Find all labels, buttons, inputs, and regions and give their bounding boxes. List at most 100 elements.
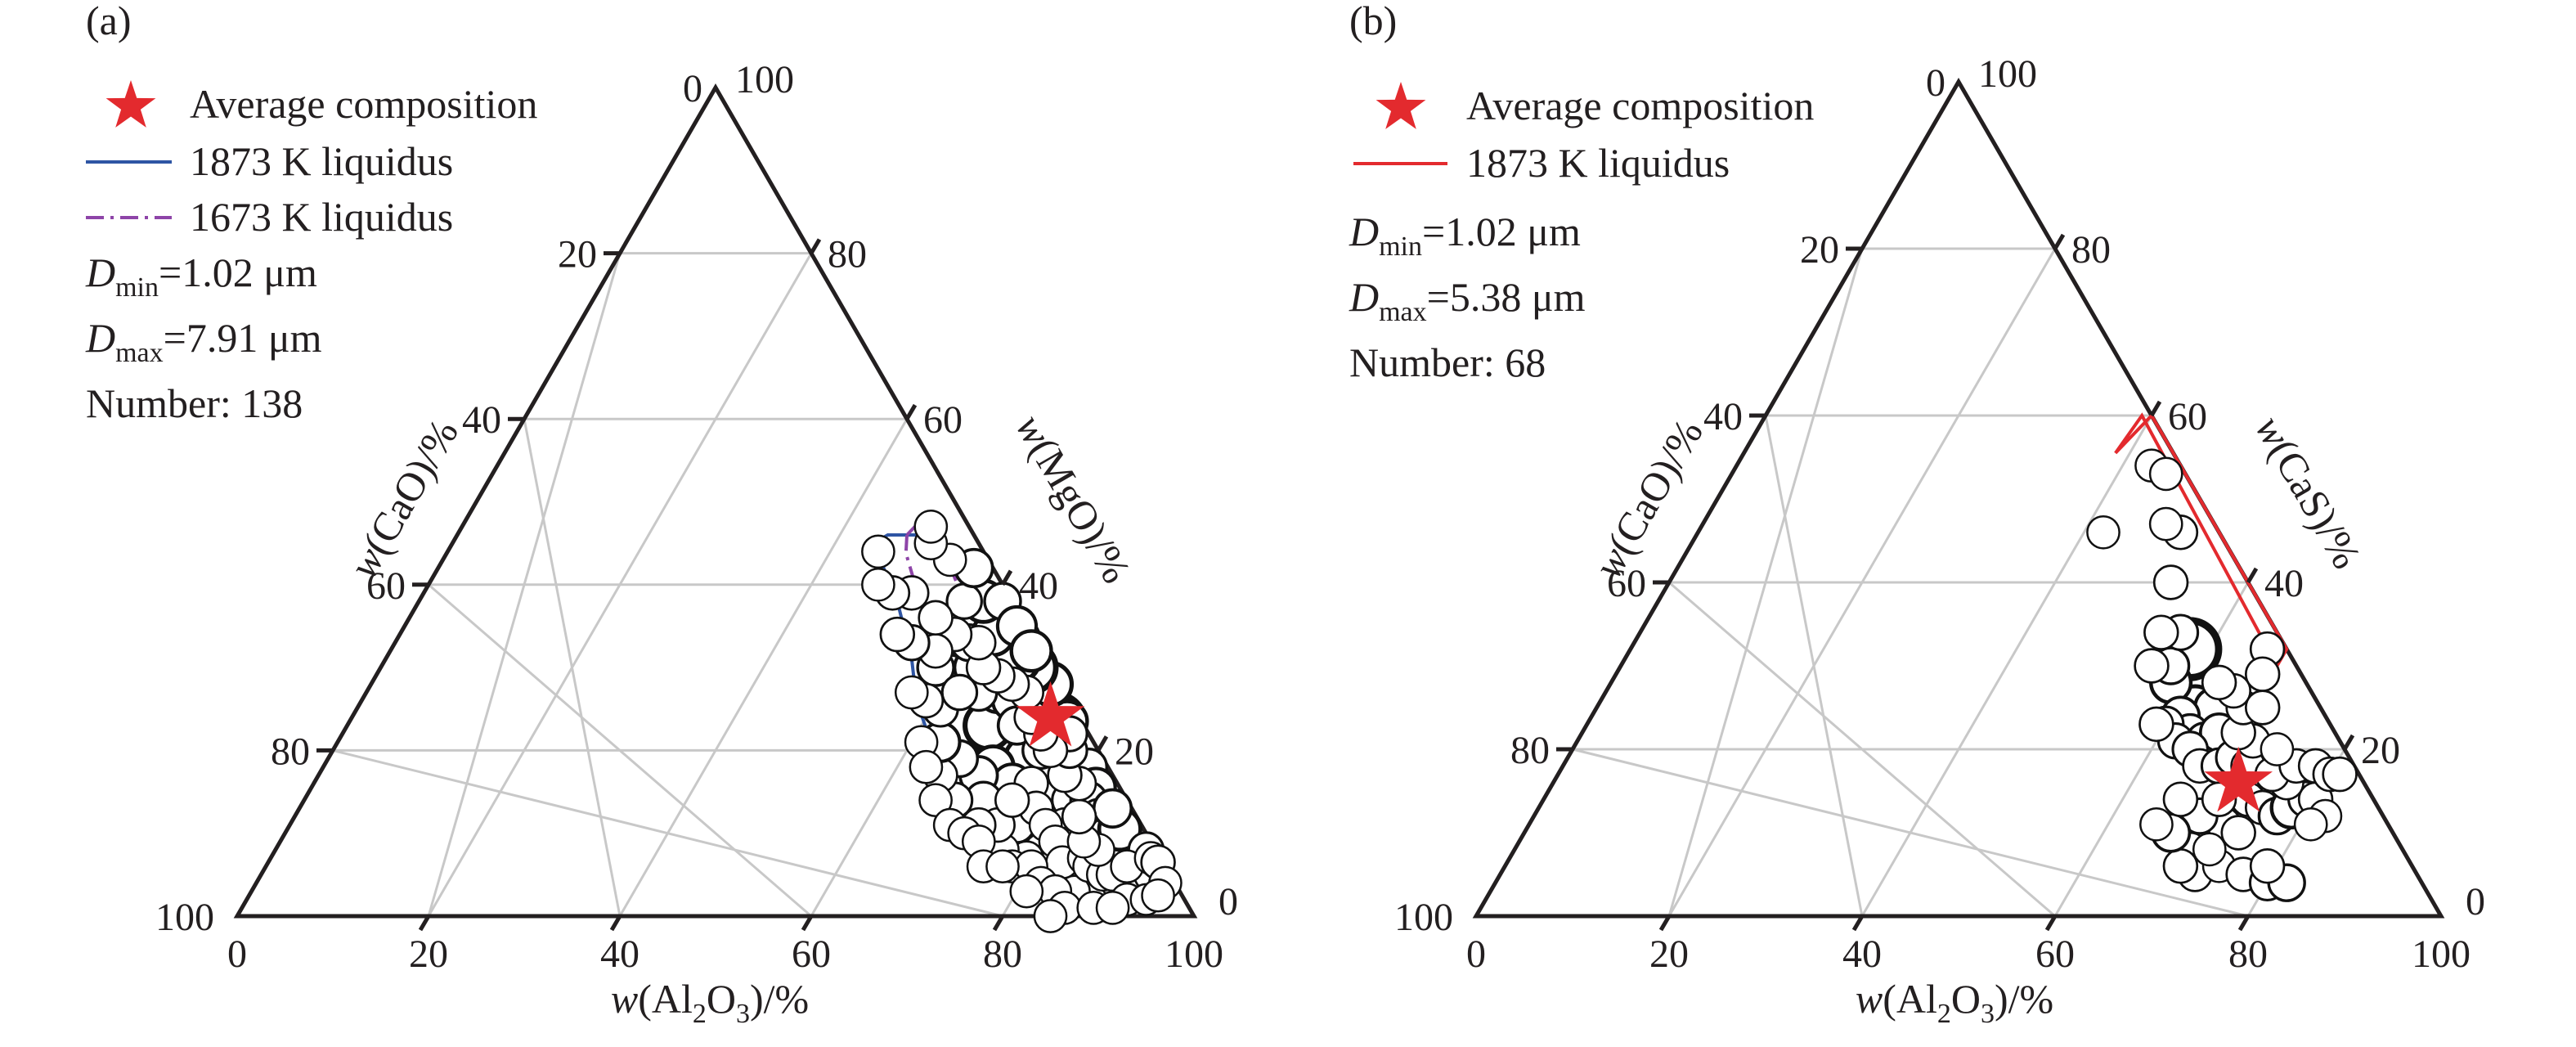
legend-star-icon (105, 80, 156, 128)
legend-star-label: Average composition (1466, 83, 1814, 128)
particle-point (940, 673, 979, 712)
dmax-text: Dmax=7.91 μm (85, 315, 322, 368)
left-axis-label: w(CaO)/% (1585, 411, 1712, 586)
tick-mark (2149, 400, 2162, 417)
particle-point (2148, 506, 2183, 541)
legend: Average composition 1873 K liquidus Dmin… (1349, 82, 1814, 385)
legend-line2-label: 1673 K liquidus (190, 194, 453, 240)
tick-labels: 0 0 0 20 20 20 40 40 40 60 60 60 80 80 80 100 100 100 (155, 58, 1238, 976)
particle-points (2086, 448, 2358, 902)
particle-point (1009, 629, 1053, 673)
particle-point (894, 675, 929, 710)
particle-point (1061, 798, 1097, 835)
legend: Average composition 1873 K liquidus 1673… (85, 80, 537, 426)
right-tick-label: 20 (2361, 729, 2400, 772)
average-composition-star (1016, 681, 1085, 747)
tick-mark (992, 914, 1005, 932)
right-tick-label: 80 (2071, 228, 2111, 272)
particle-point (2201, 664, 2237, 701)
bottom-axis-label: w(Al2O3)/% (1856, 976, 2053, 1029)
particle-point (2249, 848, 2286, 884)
particle-point (994, 782, 1030, 818)
left-tick-label: 100 (155, 896, 214, 939)
left-axis-label: w(CaO)/% (340, 411, 467, 586)
particle-points (861, 510, 1183, 933)
bottom-tick-label: 100 (2412, 932, 2471, 976)
tick-mark (2246, 567, 2259, 584)
particle-point (2143, 614, 2179, 650)
grid-line (428, 583, 812, 918)
particle-point (2322, 756, 2358, 793)
particle-point (861, 534, 895, 569)
bottom-tick-label: 0 (227, 932, 247, 976)
dmax-text: Dmax=5.38 μm (1349, 274, 1586, 327)
bottom-axis-label: w(Al2O3)/% (611, 976, 809, 1029)
particle-point (2086, 515, 2120, 550)
bottom-tick-label: 60 (792, 932, 831, 976)
left-tick-label: 40 (1703, 395, 1743, 438)
particle-point (2152, 564, 2189, 600)
particle-point (2162, 781, 2199, 817)
particle-point (918, 600, 954, 636)
average-star (2204, 746, 2273, 812)
tick-mark (1851, 914, 1865, 932)
left-tick-label: 0 (683, 67, 702, 110)
particle-point (861, 567, 895, 602)
right-tick-label: 0 (1218, 880, 1238, 923)
particle-point (1009, 874, 1044, 909)
left-tick-label: 60 (1607, 562, 1646, 605)
bottom-tick-label: 0 (1466, 932, 1486, 976)
right-tick-label: 100 (735, 58, 794, 101)
tick-mark (1000, 569, 1013, 586)
right-axis-label: w(CaS)/% (2246, 407, 2370, 576)
grid-line (1668, 581, 2056, 918)
ternary-panel-a: (a) 0 0 0 20 20 20 40 40 40 60 60 60 80 80 80 100 100 100… (85, 0, 1238, 1029)
left-tick-label: 100 (1394, 896, 1453, 939)
particle-point (2139, 807, 2174, 842)
legend-star-label: Average composition (190, 81, 537, 127)
legend-line1-label: 1873 K liquidus (1466, 140, 1730, 186)
particle-point (2244, 656, 2281, 692)
bottom-tick-label: 40 (600, 932, 640, 976)
grid-line (1860, 415, 2153, 917)
tick-mark (1096, 735, 1109, 752)
tick-mark (801, 914, 814, 932)
particle-point (2138, 706, 2174, 743)
right-tick-label: 80 (828, 233, 867, 276)
particle-point (909, 749, 944, 784)
panel-label: (a) (86, 0, 132, 43)
left-tick-label: 20 (1800, 228, 1839, 272)
bottom-tick-label: 20 (409, 932, 448, 976)
particle-point (1095, 891, 1130, 925)
tick-mark (1658, 914, 1672, 932)
particle-point (2148, 456, 2183, 492)
tick-mark (904, 403, 918, 420)
tick-mark (2342, 734, 2355, 751)
grid-line (618, 418, 909, 917)
tick-mark (2044, 914, 2058, 932)
number-text: Number: 68 (1349, 339, 1546, 385)
particle-point (1033, 899, 1068, 933)
triangle-frame (233, 83, 1198, 919)
bottom-tick-label: 40 (1842, 932, 1882, 976)
right-tick-label: 60 (923, 398, 963, 442)
average-star (1016, 681, 1085, 747)
bottom-tick-label: 100 (1165, 932, 1223, 976)
particle-point (1141, 878, 1175, 913)
particle-point (2192, 832, 2227, 867)
grid-line (1764, 415, 1864, 917)
left-tick-label: 0 (1926, 61, 1945, 105)
tick-labels: 0 0 0 20 20 20 40 40 40 60 60 60 80 80 80 100 100 100 (1394, 52, 2485, 976)
grid-line (1572, 748, 2249, 918)
particle-point (2260, 732, 2295, 766)
ternary-panel-b: (b) 0 0 0 20 20 20 40 40 40 60 60 60 80 80 80 100 100 100… (1349, 0, 2485, 1029)
tick-mark (2237, 914, 2251, 932)
grid (332, 252, 1100, 918)
legend-line1-label: 1873 K liquidus (190, 138, 453, 184)
bottom-tick-label: 60 (2035, 932, 2075, 976)
particle-point (1092, 788, 1133, 829)
left-tick-label: 80 (1510, 729, 1550, 772)
particle-point (2293, 807, 2328, 842)
panel-label: (b) (1349, 0, 1397, 43)
